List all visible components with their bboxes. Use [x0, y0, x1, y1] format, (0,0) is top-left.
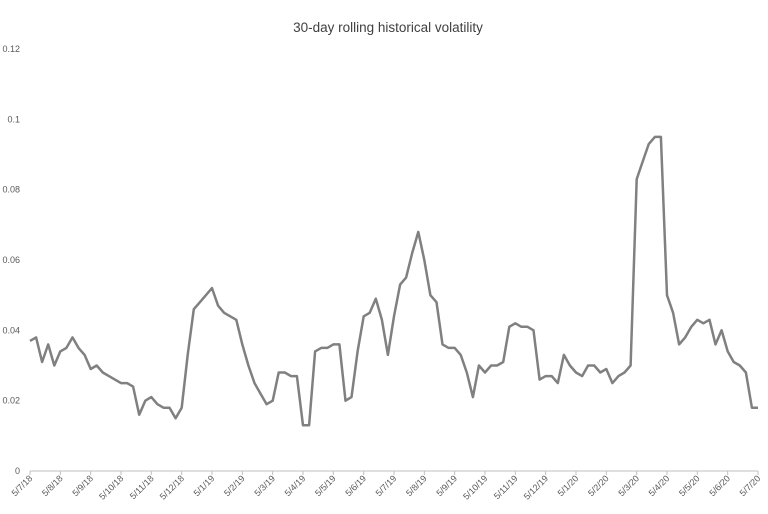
x-tick-label: 5/5/19	[313, 473, 338, 498]
x-tick-label: 5/1/19	[192, 473, 217, 498]
y-tick-label: 0.06	[2, 255, 20, 265]
x-tick-label: 5/6/20	[707, 473, 732, 498]
series-line	[29, 135, 758, 427]
x-tick-label: 5/2/19	[222, 473, 247, 498]
x-tick-label: 5/4/20	[647, 473, 672, 498]
x-tick-label: 5/12/19	[522, 473, 550, 501]
x-tick-label: 5/5/20	[677, 473, 702, 498]
x-tick-label: 5/8/18	[40, 473, 65, 498]
x-tick-label: 5/7/19	[374, 473, 399, 498]
x-tick-label: 5/11/19	[492, 473, 520, 501]
plot-area	[29, 135, 758, 427]
x-tick-label: 5/7/18	[10, 473, 35, 498]
x-tick-label: 5/3/20	[616, 473, 641, 498]
chart-title: 30-day rolling historical volatility	[293, 20, 483, 35]
x-tick-label: 5/8/19	[404, 473, 429, 498]
x-tick-label: 5/9/19	[434, 473, 459, 498]
x-tick-label: 5/2/20	[586, 473, 611, 498]
x-tick-label: 5/3/19	[252, 473, 277, 498]
x-tick-label: 5/10/18	[97, 473, 125, 501]
y-tick-label: 0.1	[7, 114, 20, 124]
x-tick-label: 5/1/20	[556, 473, 581, 498]
y-tick-label: 0.12	[2, 44, 20, 54]
x-tick-label: 5/9/18	[70, 473, 95, 498]
x-tick-label: 5/10/19	[461, 473, 489, 501]
x-tick-label: 5/12/18	[158, 473, 186, 501]
x-tick-label: 5/6/19	[343, 473, 368, 498]
x-tick-label: 5/11/18	[128, 473, 156, 501]
y-tick-label: 0	[15, 466, 20, 476]
x-axis: 5/7/18 5/8/18 5/9/18 5/10/18 5/11/18 5/12/18 5…	[10, 471, 763, 502]
y-tick-label: 0.04	[2, 325, 20, 335]
x-tick-label: 5/4/19	[283, 473, 308, 498]
y-tick-label: 0.08	[2, 185, 20, 195]
x-tick-label: 5/7/20	[738, 473, 763, 498]
y-axis: 0 0.02 0.04 0.06 0.08 0.1 0.12	[2, 44, 20, 476]
y-tick-label: 0.02	[2, 396, 20, 406]
